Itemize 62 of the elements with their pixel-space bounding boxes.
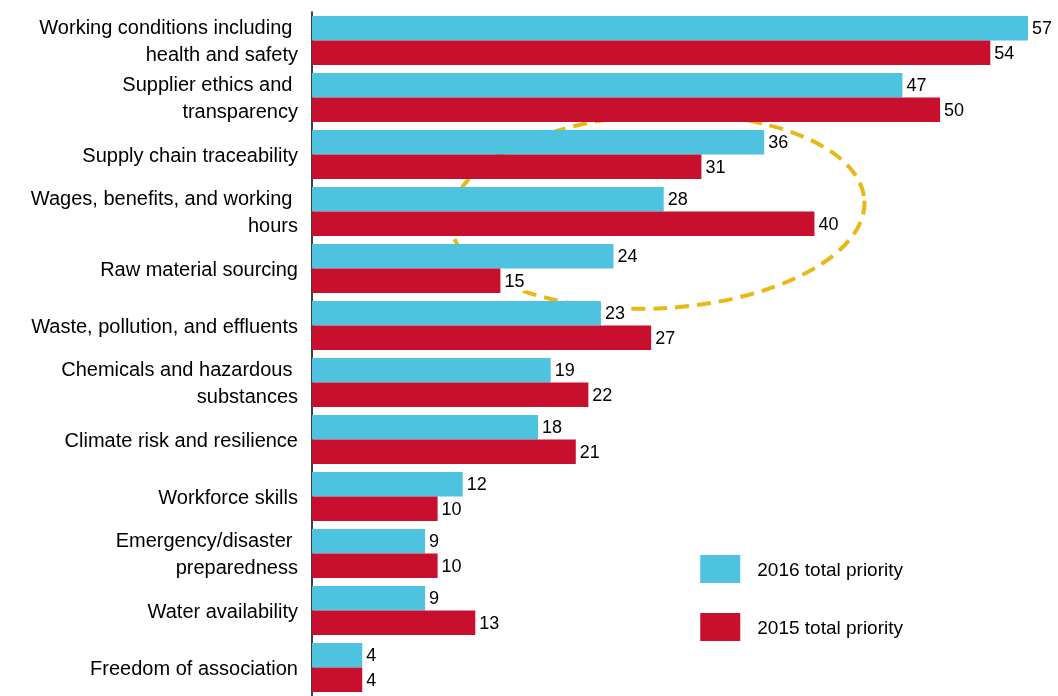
bar xyxy=(312,642,363,668)
data-label: 54 xyxy=(994,42,1015,63)
bar xyxy=(312,154,702,180)
data-label: 10 xyxy=(441,555,462,576)
data-label: 24 xyxy=(617,246,638,267)
y-tick-label: Chemicals and hazardous substances xyxy=(61,358,298,407)
data-label: 19 xyxy=(554,360,575,381)
data-label: 36 xyxy=(768,132,789,153)
data-label: 15 xyxy=(504,270,525,291)
data-label: 9 xyxy=(429,588,440,609)
y-tick-label: Freedom of association xyxy=(90,656,298,679)
bar xyxy=(312,585,426,611)
bar xyxy=(312,15,1028,41)
data-label: 13 xyxy=(479,612,500,633)
bar xyxy=(312,325,652,351)
bar xyxy=(312,471,463,497)
bar xyxy=(312,268,501,294)
data-label: 10 xyxy=(441,498,462,519)
bar xyxy=(312,382,589,408)
bar xyxy=(312,414,539,440)
bar xyxy=(312,211,815,237)
y-tick-label: Workforce skills xyxy=(158,485,298,508)
y-tick-label: Supply chain traceability xyxy=(82,143,298,166)
bar xyxy=(312,496,438,522)
data-label: 22 xyxy=(592,384,613,405)
bar xyxy=(312,72,903,98)
bar xyxy=(312,186,664,212)
data-label: 50 xyxy=(944,99,965,120)
y-tick-label: Water availability xyxy=(147,599,298,622)
y-tick-label: Waste, pollution, and effluents xyxy=(31,314,298,337)
data-label: 4 xyxy=(366,669,377,690)
bar xyxy=(312,243,614,269)
data-label: 18 xyxy=(542,417,563,438)
data-label: 4 xyxy=(366,645,377,666)
bar xyxy=(312,667,363,693)
bar xyxy=(312,357,551,383)
bar xyxy=(312,97,941,123)
data-label: 28 xyxy=(667,189,688,210)
y-tick-label: Working conditions including health and safety xyxy=(39,16,298,65)
y-tick-label: Raw material sourcing xyxy=(100,257,298,280)
data-label: 27 xyxy=(655,327,676,348)
data-label: 23 xyxy=(604,303,625,324)
y-tick-label: Wages, benefits, and working hours xyxy=(30,187,298,236)
bar xyxy=(312,40,991,66)
legend-label: 2015 total priority xyxy=(757,616,904,638)
y-tick-label: Climate risk and resilience xyxy=(64,428,298,451)
bar xyxy=(312,300,601,326)
data-label: 57 xyxy=(1032,18,1053,39)
bar xyxy=(312,129,765,155)
y-tick-label: Supplier ethics and transparency xyxy=(122,73,298,122)
data-label: 47 xyxy=(906,75,927,96)
bar xyxy=(312,553,438,579)
data-label: 12 xyxy=(466,474,487,495)
y-tick-label: Emergency/disaster preparedness xyxy=(115,529,298,578)
bar xyxy=(312,610,476,636)
legend-label: 2016 total priority xyxy=(757,558,904,580)
data-label: 31 xyxy=(705,156,726,177)
data-label: 40 xyxy=(818,213,839,234)
bar xyxy=(312,439,576,465)
data-label: 9 xyxy=(429,531,440,552)
data-label: 21 xyxy=(579,441,600,462)
bar xyxy=(312,528,426,554)
